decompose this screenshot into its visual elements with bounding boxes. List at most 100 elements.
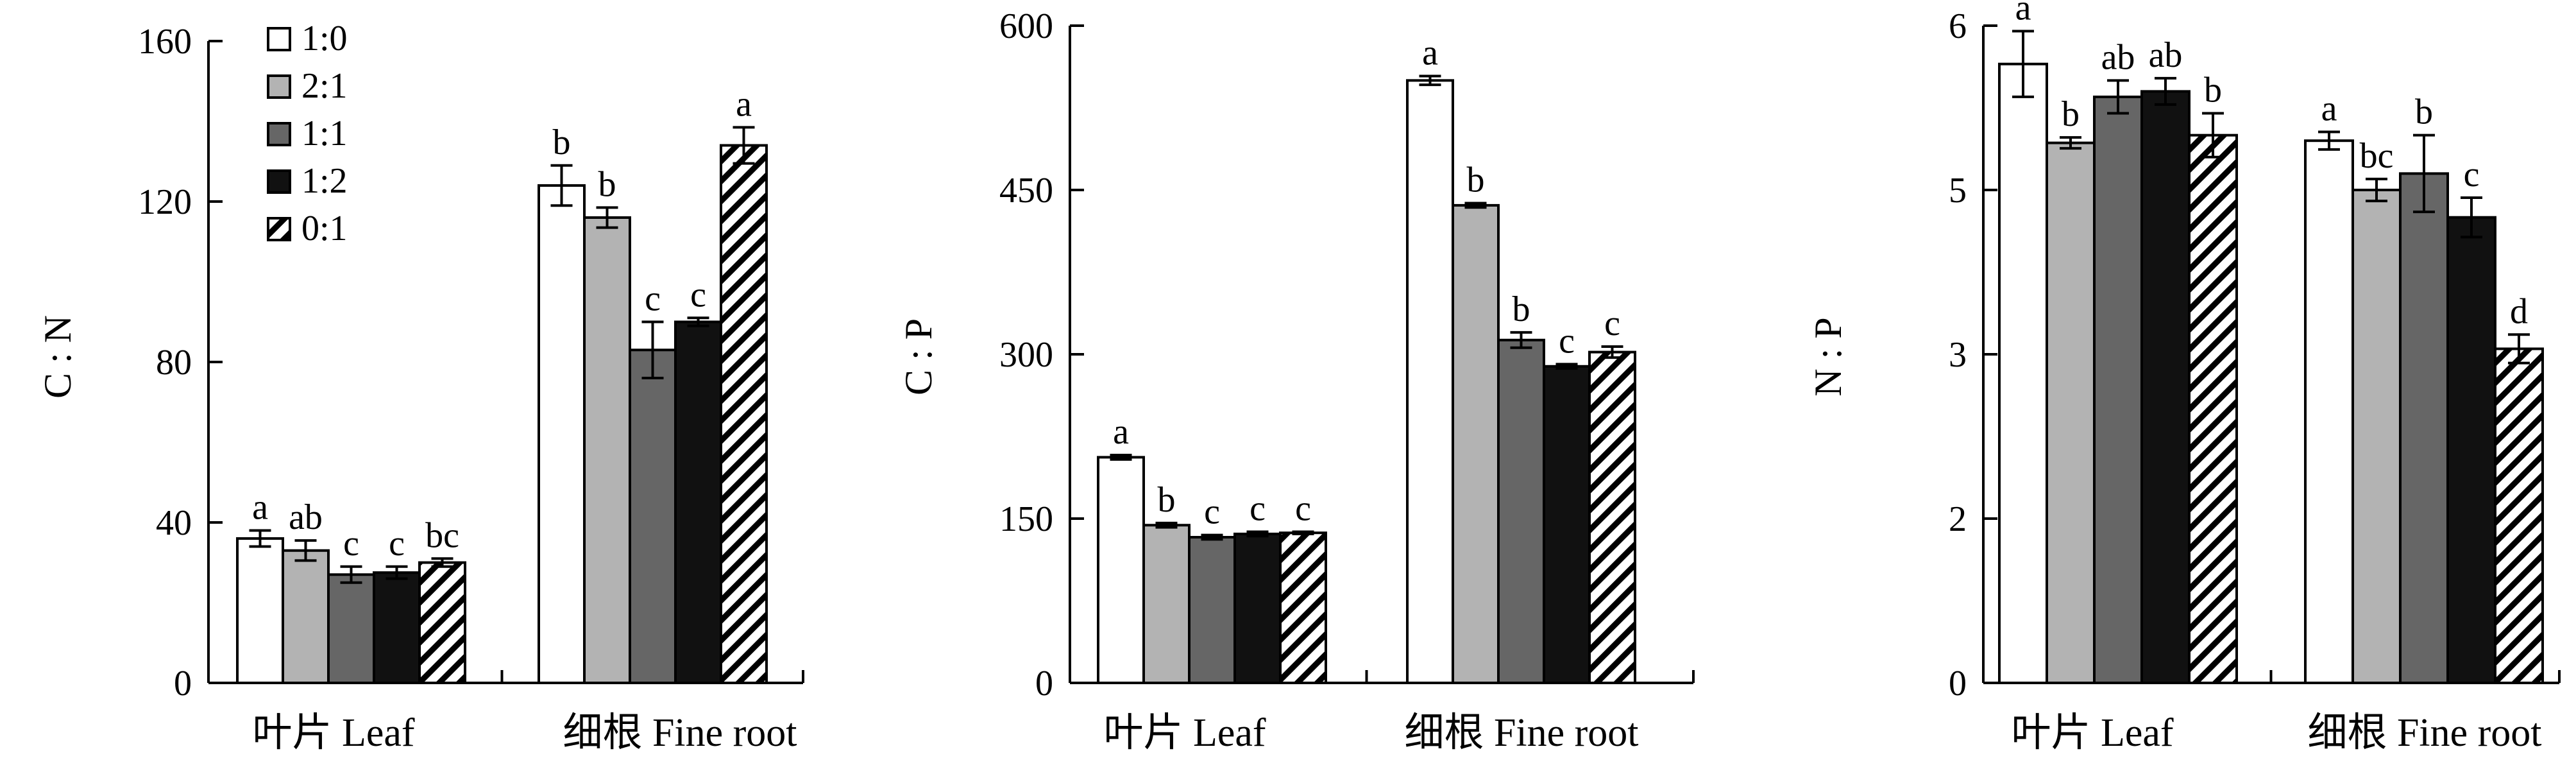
error-bar-cn-g0-s0: [249, 529, 271, 548]
bar-cp-g1-s1: [1452, 203, 1500, 685]
y-tick-label-cn-1: 40: [156, 503, 192, 543]
bar-cp-g0-s2: [1188, 536, 1236, 684]
sig-label-cp-g0-s3: c: [1250, 488, 1266, 528]
legend-entry-2-1: 2:1: [267, 66, 348, 106]
error-bar-np-g1-s1: [2366, 177, 2387, 203]
sig-label-cn-g1-s3: c: [690, 275, 706, 314]
legend-swatch-1-0: [267, 27, 291, 51]
sig-label-np-g0-s3: ab: [2149, 35, 2183, 75]
y-tick-label-np-1: 2: [1949, 499, 1967, 539]
bar-np-g0-s1: [2046, 141, 2096, 684]
sig-label-cp-g1-s1: b: [1467, 160, 1485, 200]
error-bar-cn-g1-s0: [550, 164, 573, 207]
bar-cn-g0-s0: [236, 537, 284, 684]
error-bar-cp-g0-s0: [1110, 454, 1132, 461]
bar-np-g0-s3: [2140, 90, 2190, 684]
sig-label-cn-g1-s1: b: [598, 164, 616, 204]
y-tick-label-cp-2: 300: [999, 335, 1053, 375]
bar-cn-g1-s0: [538, 184, 586, 684]
legend-swatch-1-1: [267, 122, 291, 146]
error-bar-cn-g1-s3: [687, 316, 709, 327]
legend-label-1-1: 1:1: [301, 114, 348, 153]
sig-label-np-g0-s4: b: [2204, 71, 2222, 110]
bar-np-g0-s0: [1998, 62, 2048, 684]
error-bar-cn-g1-s2: [641, 320, 664, 379]
legend: 1:0 2:1 1:1 1:2 0:1: [267, 19, 348, 248]
sig-label-np-g1-s4: d: [2510, 291, 2528, 331]
legend-swatch-0-1: [267, 217, 291, 241]
bar-cp-g1-s0: [1406, 79, 1454, 685]
bar-cp-g1-s4: [1588, 350, 1636, 684]
category-label-fine-root-np: 细根 Fine root: [2307, 711, 2541, 755]
y-axis-title-np: N : P: [1807, 317, 1849, 396]
error-bar-np-g1-s0: [2318, 130, 2340, 151]
error-bar-np-g0-s2: [2107, 79, 2129, 115]
error-bar-cn-g0-s3: [386, 565, 408, 580]
sig-label-cp-g1-s3: c: [1559, 321, 1575, 361]
y-tick-label-cp-4: 600: [999, 6, 1053, 46]
error-bar-cn-g1-s1: [596, 206, 618, 229]
category-label-leaf-cp: 叶片 Leaf: [1103, 711, 1266, 755]
bar-cp-g0-s3: [1233, 532, 1282, 684]
bar-np-g1-s1: [2351, 189, 2402, 684]
bar-cn-g1-s4: [720, 144, 768, 684]
error-bar-np-g1-s3: [2461, 196, 2482, 239]
y-tick-label-np-0: 0: [1949, 664, 1967, 703]
bar-np-g0-s4: [2188, 134, 2238, 684]
sig-label-np-g0-s2: ab: [2101, 37, 2135, 77]
error-bar-cp-g1-s2: [1510, 331, 1532, 349]
bar-cp-g0-s0: [1097, 456, 1145, 685]
y-tick-label-cn-2: 80: [156, 343, 192, 383]
error-bar-cn-g0-s2: [340, 565, 362, 584]
error-bar-cp-g0-s1: [1155, 521, 1178, 529]
sig-label-cn-g1-s2: c: [645, 279, 661, 319]
bar-cp-g0-s4: [1279, 531, 1327, 684]
y-tick-label-np-3: 5: [1949, 171, 1967, 211]
category-label-fine-root-cn: 细根 Fine root: [563, 711, 797, 755]
y-tick-label-cn-3: 120: [138, 182, 192, 222]
bar-cp-g1-s2: [1497, 338, 1545, 684]
y-tick-label-cn-0: 0: [174, 664, 192, 703]
bar-cn-g1-s2: [629, 349, 677, 684]
category-label-leaf-cn: 叶片 Leaf: [252, 711, 414, 755]
sig-label-np-g1-s3: c: [2464, 155, 2480, 194]
bar-cn-g0-s1: [282, 549, 330, 684]
error-bar-np-g1-s2: [2413, 134, 2435, 214]
sig-label-np-g1-s1: bc: [2360, 136, 2394, 176]
sig-label-cp-g1-s2: b: [1513, 289, 1530, 329]
sig-label-cp-g1-s4: c: [1604, 304, 1620, 343]
legend-label-0-1: 0:1: [301, 209, 348, 248]
category-label-fine-root-cp: 细根 Fine root: [1404, 711, 1638, 755]
bar-np-g1-s3: [2446, 216, 2496, 684]
sig-label-np-g1-s2: b: [2415, 92, 2433, 132]
legend-entry-1-2: 1:2: [267, 161, 348, 201]
error-bar-cp-g1-s4: [1601, 345, 1623, 359]
error-bar-cn-g0-s4: [431, 557, 453, 568]
error-bar-np-g0-s4: [2202, 112, 2224, 159]
error-bar-np-g1-s4: [2508, 333, 2530, 365]
sig-label-cn-g1-s0: b: [553, 123, 571, 162]
error-bar-cn-g1-s4: [733, 126, 755, 165]
sig-label-cn-g0-s4: bc: [425, 515, 459, 555]
sig-label-cn-g0-s0: a: [252, 488, 268, 528]
sig-label-cp-g1-s0: a: [1422, 33, 1438, 73]
sig-label-cp-g0-s2: c: [1204, 492, 1220, 532]
error-bar-cn-g0-s1: [294, 539, 317, 562]
sig-label-np-g0-s1: b: [2062, 94, 2080, 134]
sig-label-cp-g0-s1: b: [1158, 480, 1176, 520]
error-bar-cp-g0-s3: [1246, 530, 1269, 538]
bar-np-g1-s0: [2304, 139, 2354, 684]
y-tick-label-cp-3: 450: [999, 171, 1053, 211]
bar-np-g0-s2: [2093, 95, 2143, 684]
bar-cn-g1-s3: [674, 320, 722, 684]
error-bar-cp-g0-s2: [1201, 533, 1223, 541]
legend-swatch-2-1: [267, 74, 291, 99]
bar-cn-g0-s2: [327, 573, 375, 684]
y-tick-label-np-4: 6: [1949, 6, 1967, 46]
bar-np-g1-s2: [2399, 172, 2449, 684]
